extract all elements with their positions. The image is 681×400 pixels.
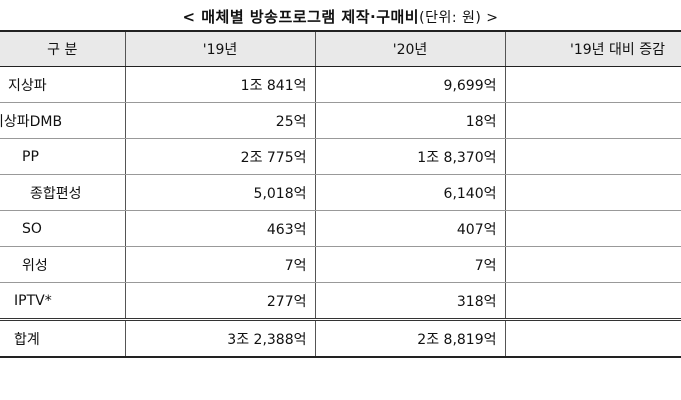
cell-2020: 9,699억 xyxy=(315,66,506,103)
total-change: - xyxy=(505,318,681,358)
cell-2019: 463억 xyxy=(125,210,316,247)
table-row: 지상파 1조 841억 9,699억 - xyxy=(0,66,681,103)
table-row: 위성 7억 7억 xyxy=(0,246,681,283)
total-2019: 3조 2,388억 xyxy=(125,318,316,358)
header-2019: '19년 xyxy=(125,30,316,67)
total-2020: 2조 8,819억 xyxy=(315,318,506,358)
cell-2020: 1조 8,370억 xyxy=(315,138,506,175)
cell-2019: 5,018억 xyxy=(125,174,316,211)
table-row: SO 463억 407억 - xyxy=(0,210,681,247)
cell-2019: 277억 xyxy=(125,282,316,320)
title-main: < 매체별 방송프로그램 제작·구매비 xyxy=(182,8,420,26)
cell-change: - xyxy=(505,102,681,139)
header-row: 구 분 '19년 '20년 '19년 대비 증감 xyxy=(0,30,681,67)
cell-2020: 18억 xyxy=(315,102,506,139)
cell-change: - xyxy=(505,210,681,247)
row-label: 지상파 xyxy=(0,66,126,103)
cell-change: + xyxy=(505,174,681,211)
cell-2020: 7억 xyxy=(315,246,506,283)
table-title: < 매체별 방송프로그램 제작·구매비(단위: 원) > xyxy=(0,6,681,27)
production-cost-table: 구 분 '19년 '20년 '19년 대비 증감 지상파 1조 841억 9,6… xyxy=(0,30,681,358)
cell-change: - xyxy=(505,66,681,103)
header-change: '19년 대비 증감 xyxy=(505,30,681,67)
row-label: IPTV* xyxy=(0,282,126,320)
row-label: SO xyxy=(0,210,126,247)
cell-2019: 25억 xyxy=(125,102,316,139)
row-label: 위성 xyxy=(0,246,126,283)
header-category: 구 분 xyxy=(0,30,126,67)
cell-2019: 7억 xyxy=(125,246,316,283)
cell-change: + xyxy=(505,282,681,320)
header-2020: '20년 xyxy=(315,30,506,67)
row-label: PP xyxy=(0,138,126,175)
total-row: 합계 3조 2,388억 2조 8,819억 - xyxy=(0,318,681,358)
cell-change: - xyxy=(505,138,681,175)
table-row: 종합편성 5,018억 6,140억 + xyxy=(0,174,681,211)
cell-2020: 6,140억 xyxy=(315,174,506,211)
cell-2020: 407억 xyxy=(315,210,506,247)
row-label: 종합편성 xyxy=(0,174,126,211)
cell-2019: 2조 775억 xyxy=(125,138,316,175)
cell-change xyxy=(505,246,681,283)
title-unit: (단위: 원) > xyxy=(419,10,499,26)
table-row: 지상파DMB 25억 18억 - xyxy=(0,102,681,139)
row-label: 지상파DMB xyxy=(0,102,126,139)
total-label: 합계 xyxy=(0,318,126,358)
table-container: 구 분 '19년 '20년 '19년 대비 증감 지상파 1조 841억 9,6… xyxy=(0,30,681,392)
cell-2019: 1조 841억 xyxy=(125,66,316,103)
cell-2020: 318억 xyxy=(315,282,506,320)
table-row: PP 2조 775억 1조 8,370억 - xyxy=(0,138,681,175)
table-row: IPTV* 277억 318억 + xyxy=(0,282,681,320)
